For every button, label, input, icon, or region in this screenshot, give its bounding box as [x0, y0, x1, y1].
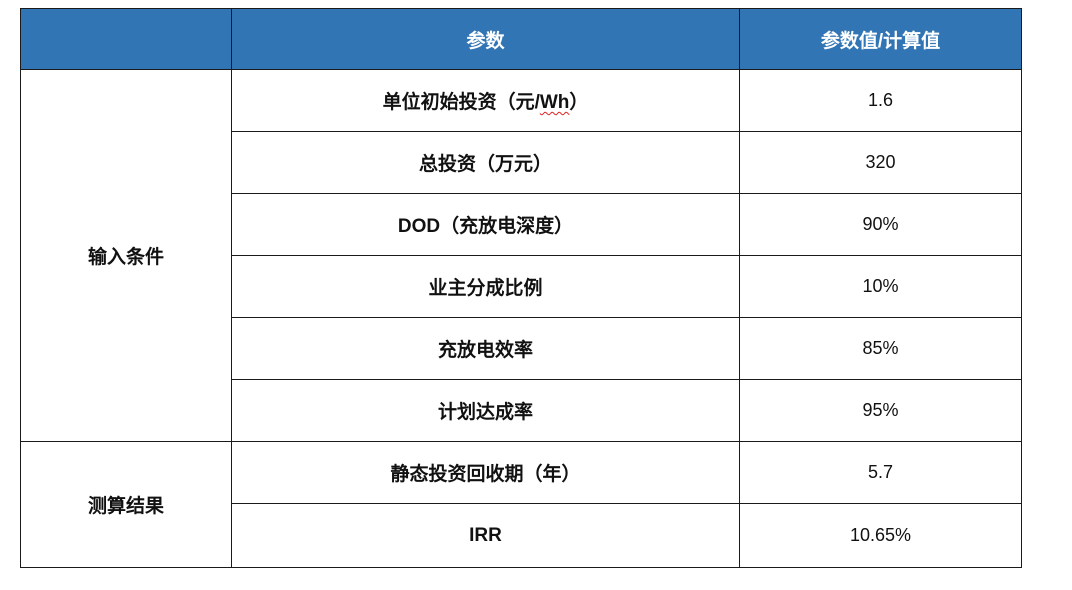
- header-value: 参数值/计算值: [739, 8, 1022, 70]
- header-row: 参数 参数值/计算值: [20, 8, 1022, 70]
- investment-parameters-table: 参数 参数值/计算值 输入条件 单位初始投资（元/Wh） 1.6 总投资（万元）…: [20, 8, 1022, 568]
- value-cell: 10%: [739, 255, 1022, 318]
- parameter-cell: IRR: [231, 503, 740, 568]
- parameter-cell: DOD（充放电深度）: [231, 193, 740, 256]
- parameter-cell: 业主分成比例: [231, 255, 740, 318]
- value-cell: 85%: [739, 317, 1022, 380]
- value-cell: 5.7: [739, 441, 1022, 504]
- table-row: 测算结果 静态投资回收期（年） 5.7: [20, 441, 1022, 568]
- group-input-conditions: 输入条件: [20, 69, 232, 442]
- value-cell: 95%: [739, 379, 1022, 442]
- parameter-text: 单位初始投资（元/: [382, 92, 540, 113]
- parameter-cell: 静态投资回收期（年）: [231, 441, 740, 504]
- group-calculation-results: 测算结果: [20, 441, 232, 568]
- parameter-cell: 充放电效率: [231, 317, 740, 380]
- value-cell: 10.65%: [739, 503, 1022, 568]
- parameter-text: ）: [569, 92, 589, 113]
- value-cell: 1.6: [739, 69, 1022, 132]
- table-row: 业主分成比例 10%: [21, 255, 1022, 318]
- spellcheck-text: Wh: [539, 92, 570, 113]
- parameter-cell: 计划达成率: [231, 379, 740, 442]
- header-parameter: 参数: [231, 8, 740, 70]
- table-row: 计划达成率 95%: [21, 379, 1022, 442]
- table-row: 总投资（万元） 320: [21, 131, 1022, 194]
- table-row: IRR 10.65%: [21, 503, 1022, 568]
- parameter-cell: 单位初始投资（元/Wh）: [231, 69, 740, 132]
- table-row: 充放电效率 85%: [21, 317, 1022, 380]
- value-cell: 90%: [739, 193, 1022, 256]
- table-row: 输入条件 单位初始投资（元/Wh） 1.6: [20, 69, 1022, 442]
- parameter-cell: 总投资（万元）: [231, 131, 740, 194]
- header-group: [20, 8, 232, 70]
- table-row: DOD（充放电深度） 90%: [21, 193, 1022, 256]
- value-cell: 320: [739, 131, 1022, 194]
